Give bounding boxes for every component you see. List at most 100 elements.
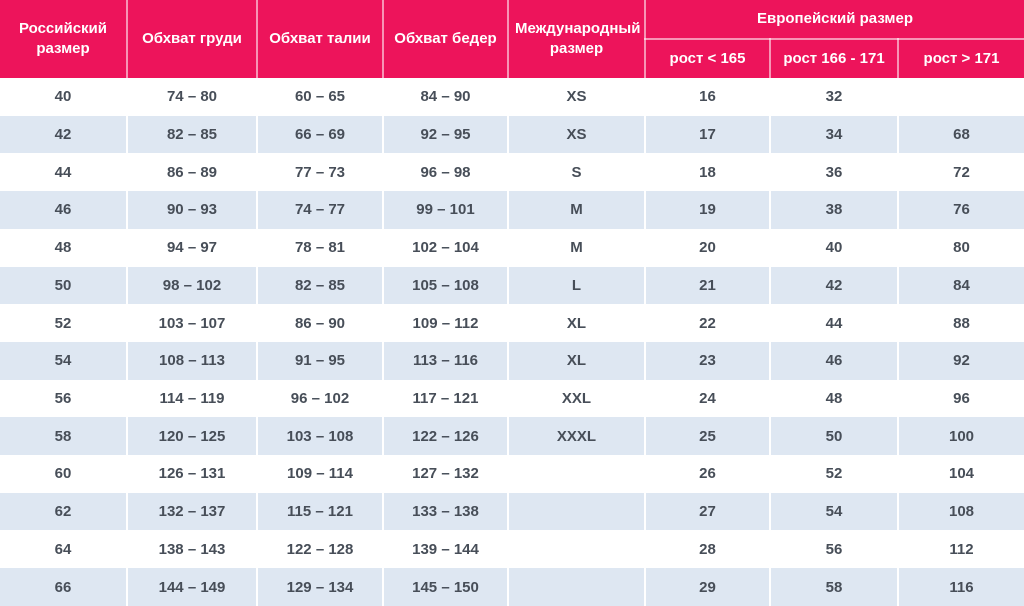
cell [507, 568, 645, 606]
cell: 108 – 113 [126, 341, 257, 380]
cell: 16 [644, 78, 770, 116]
cell: 46 [0, 191, 127, 229]
cell: 38 [769, 191, 898, 229]
column-header-height-under-165: рост < 165 [644, 39, 770, 78]
cell: 29 [644, 568, 770, 606]
cell: 66 [0, 568, 127, 606]
cell: 54 [769, 492, 898, 531]
cell: 91 – 95 [256, 341, 383, 380]
cell: 76 [896, 191, 1024, 229]
cell: 96 [896, 379, 1024, 418]
table-row: 42 82 – 85 66 – 69 92 – 95 XS 17 34 68 [0, 115, 1024, 154]
cell [507, 530, 645, 569]
cell: 19 [644, 191, 770, 229]
table-row: 54 108 – 113 91 – 95 113 – 116 XL 23 46 92 [0, 341, 1024, 380]
cell: 46 [769, 341, 898, 380]
cell: 116 [896, 568, 1024, 606]
cell: 25 [644, 417, 770, 456]
table-row: 46 90 – 93 74 – 77 99 – 101 M 19 38 76 [0, 191, 1024, 229]
cell: 113 – 116 [382, 341, 508, 380]
cell: 92 [896, 341, 1024, 380]
cell: 58 [0, 417, 127, 456]
cell: 114 – 119 [126, 379, 257, 418]
cell: 50 [0, 266, 127, 305]
cell: 40 [0, 78, 127, 116]
cell: 24 [644, 379, 770, 418]
cell [896, 78, 1024, 116]
table-row: 64 138 – 143 122 – 128 139 – 144 28 56 112 [0, 530, 1024, 569]
cell: 103 – 108 [256, 417, 383, 456]
cell: 60 [0, 455, 127, 493]
table-row: 50 98 – 102 82 – 85 105 – 108 L 21 42 84 [0, 266, 1024, 305]
cell: 103 – 107 [126, 304, 257, 342]
cell: 58 [769, 568, 898, 606]
cell: 50 [769, 417, 898, 456]
header-row-top: Российский размер Обхват груди Обхват та… [0, 0, 1024, 78]
cell: XL [507, 304, 645, 342]
cell: 72 [896, 153, 1024, 192]
cell: 42 [0, 115, 127, 154]
table-row: 58 120 – 125 103 – 108 122 – 126 XXXL 25 50 100 [0, 417, 1024, 456]
table-body: 40 74 – 80 60 – 65 84 – 90 XS 16 32 42 82 – 85 66… [0, 78, 1024, 606]
cell: 77 – 73 [256, 153, 383, 192]
cell: 34 [769, 115, 898, 154]
table-row: 44 86 – 89 77 – 73 96 – 98 S 18 36 72 [0, 153, 1024, 192]
cell [507, 492, 645, 531]
cell: 100 [896, 417, 1024, 456]
cell: M [507, 191, 645, 229]
header-row-bottom: рост < 165 рост 166 - 171 рост > 171 [0, 39, 1024, 78]
cell: 92 – 95 [382, 115, 508, 154]
cell: 86 – 90 [256, 304, 383, 342]
cell: L [507, 266, 645, 305]
cell: 96 – 102 [256, 379, 383, 418]
cell: 23 [644, 341, 770, 380]
cell: 84 – 90 [382, 78, 508, 116]
table-row: 60 126 – 131 109 – 114 127 – 132 26 52 104 [0, 455, 1024, 493]
cell: 86 – 89 [126, 153, 257, 192]
cell: 60 – 65 [256, 78, 383, 116]
column-group-european-size: Европейский размер [643, 0, 1024, 40]
cell: M [507, 228, 645, 267]
cell: 120 – 125 [126, 417, 257, 456]
cell: 62 [0, 492, 127, 531]
table-row: 52 103 – 107 86 – 90 109 – 112 XL 22 44 88 [0, 304, 1024, 342]
cell: 84 [896, 266, 1024, 305]
cell: 18 [644, 153, 770, 192]
cell: XS [507, 115, 645, 154]
cell: 28 [644, 530, 770, 569]
cell: XS [507, 78, 645, 116]
cell: 90 – 93 [126, 191, 257, 229]
cell: 21 [644, 266, 770, 305]
cell: 52 [769, 455, 898, 493]
cell: 56 [0, 379, 127, 418]
cell: XXL [507, 379, 645, 418]
cell: 42 [769, 266, 898, 305]
cell: 44 [769, 304, 898, 342]
cell: 104 [896, 455, 1024, 493]
cell: 122 – 128 [256, 530, 383, 569]
column-header-height-over-171: рост > 171 [896, 39, 1024, 78]
cell: 145 – 150 [382, 568, 508, 606]
cell: 144 – 149 [126, 568, 257, 606]
cell: 126 – 131 [126, 455, 257, 493]
cell: 112 [896, 530, 1024, 569]
cell: 109 – 112 [382, 304, 508, 342]
cell: 129 – 134 [256, 568, 383, 606]
cell: 109 – 114 [256, 455, 383, 493]
cell: 105 – 108 [382, 266, 508, 305]
cell: XXXL [507, 417, 645, 456]
cell: 78 – 81 [256, 228, 383, 267]
cell: 98 – 102 [126, 266, 257, 305]
cell: 54 [0, 341, 127, 380]
table-row: 66 144 – 149 129 – 134 145 – 150 29 58 116 [0, 568, 1024, 606]
cell: 17 [644, 115, 770, 154]
cell: 20 [644, 228, 770, 267]
table-row: 48 94 – 97 78 – 81 102 – 104 M 20 40 80 [0, 228, 1024, 267]
cell: 36 [769, 153, 898, 192]
cell: XL [507, 341, 645, 380]
table-row: 62 132 – 137 115 – 121 133 – 138 27 54 108 [0, 492, 1024, 531]
cell: 115 – 121 [256, 492, 383, 531]
cell: 40 [769, 228, 898, 267]
cell: 64 [0, 530, 127, 569]
